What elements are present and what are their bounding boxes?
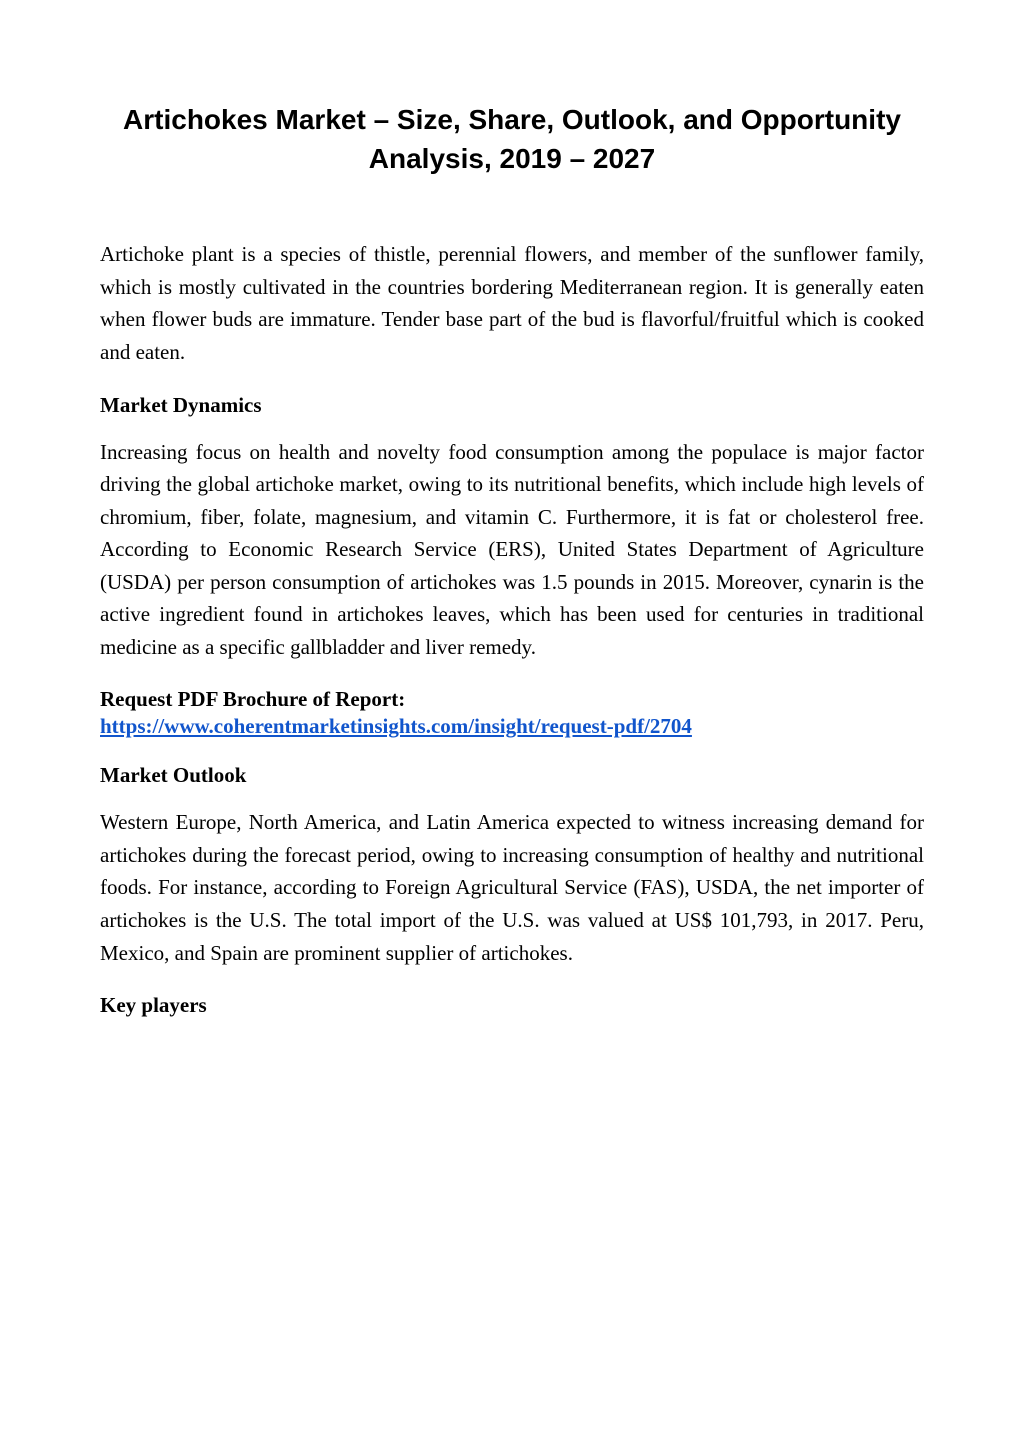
- key-players-heading: Key players: [100, 993, 924, 1018]
- market-outlook-heading: Market Outlook: [100, 763, 924, 788]
- market-dynamics-body: Increasing focus on health and novelty f…: [100, 436, 924, 664]
- market-dynamics-heading: Market Dynamics: [100, 393, 924, 418]
- brochure-link[interactable]: https://www.coherentmarketinsights.com/i…: [100, 714, 924, 739]
- page-title: Artichokes Market – Size, Share, Outlook…: [100, 100, 924, 178]
- brochure-label: Request PDF Brochure of Report:: [100, 687, 924, 712]
- market-outlook-body: Western Europe, North America, and Latin…: [100, 806, 924, 969]
- intro-paragraph: Artichoke plant is a species of thistle,…: [100, 238, 924, 368]
